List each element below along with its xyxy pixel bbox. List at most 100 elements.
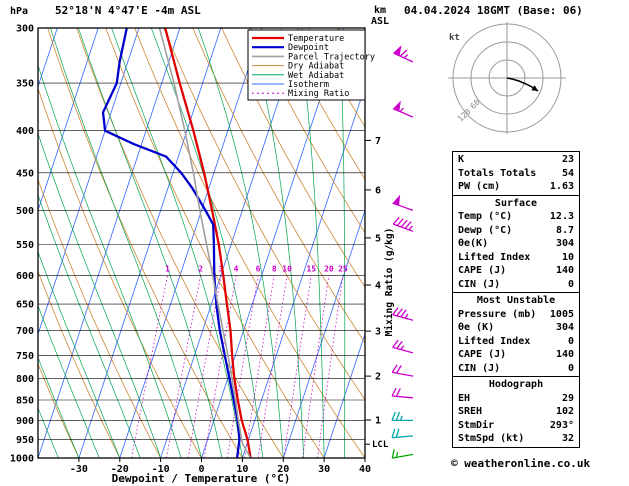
mixing-ratio-label: 6: [256, 265, 261, 274]
legend-label: Isotherm: [288, 80, 329, 90]
panel-row-value: 10: [561, 251, 574, 263]
panel-row: θe(K) 304: [453, 237, 579, 251]
panel-row-value: 304: [555, 322, 574, 333]
pressure-tick-label: 500: [16, 206, 34, 217]
panel-box: Hodograph EH 29 SREH 102 StmDir 293° StmSpd (kt…: [452, 376, 580, 448]
panel-row-label: Totals Totals: [458, 167, 537, 179]
panel-box: Surface Temp (°C) 12.3 Dewp (°C) 8.7 θe(K) 304…: [452, 194, 580, 293]
panel-row-value: 0: [567, 362, 574, 374]
mixing-ratio-label: 25: [338, 265, 348, 274]
panel-row-value: 140: [555, 349, 574, 360]
panel-row: Pressure (mb) 1005: [453, 308, 579, 322]
panel-row: EH 29: [453, 392, 579, 406]
mixing-ratio-label: 15: [306, 265, 316, 274]
panel-row: Lifted Index 0: [453, 335, 579, 349]
panel-row-value: 32: [561, 433, 574, 444]
mixing-ratio-label: 1: [165, 265, 170, 274]
panel-box: K 23 Totals Totals 54 PW (cm) 1.63: [452, 151, 580, 196]
km-tick-label: 6: [375, 185, 381, 196]
temp-tick-label: -20: [111, 464, 129, 475]
copyright: © weatheronline.co.uk: [451, 457, 591, 470]
panel-row: SREH 102: [453, 405, 579, 419]
wind-barb: [392, 216, 414, 232]
wind-barb: [392, 45, 414, 63]
wind-barb: [391, 387, 414, 399]
panel-row: θe (K) 304: [453, 321, 579, 335]
hodograph-trace: [506, 77, 539, 92]
panel-row-label: StmDir: [458, 419, 495, 431]
km-tick-label: 5: [375, 233, 381, 244]
panel-row: Lifted Index 10: [453, 251, 579, 265]
mixing-ratio-label: 8: [272, 265, 277, 274]
pressure-tick-label: 450: [16, 168, 34, 179]
panel-row-value: 1.63: [549, 181, 574, 192]
isobar-gridlines: [38, 27, 365, 459]
mixing-ratio-label: 3: [219, 265, 224, 274]
legend-label: Wet Adiabat: [288, 71, 344, 81]
panel-row-value: 54: [561, 167, 574, 179]
indices-panel: K 23 Totals Totals 54 PW (cm) 1.63 Surface Temp…: [452, 151, 580, 448]
pressure-tick-label: 550: [16, 240, 34, 251]
legend-label: Dry Adiabat: [288, 62, 344, 72]
panel-box-header: Most Unstable: [476, 295, 556, 306]
pressure-tick-labels: 300 350 400 450 500 550 600 650 700 750 800 850 900 9…: [10, 24, 34, 465]
lcl-label: LCL: [372, 440, 389, 450]
wind-barb: [391, 364, 414, 377]
pressure-tick-label: 700: [16, 326, 34, 337]
mixing-ratio-label: 2: [198, 265, 203, 274]
panel-row-value: 304: [555, 238, 574, 249]
panel-row-label: SREH: [458, 406, 483, 417]
hodograph-ring-label: 120: [456, 107, 473, 124]
temp-tick-label: 10: [236, 464, 248, 475]
panel-row-label: K: [458, 154, 465, 165]
pressure-tick-label: 800: [16, 374, 34, 385]
panel-row: CIN (J) 0: [453, 362, 579, 376]
panel-row: Dewp (°C) 8.7: [453, 224, 579, 238]
hodograph-ring: [488, 59, 526, 97]
dewpoint-curve: [101, 28, 241, 458]
temp-tick-label: -10: [152, 464, 170, 475]
pressure-tick-label: 350: [16, 79, 34, 90]
km-axis-unit: km: [374, 5, 386, 16]
panel-row: CAPE (J) 140: [453, 348, 579, 362]
km-tick-label: 4: [375, 281, 381, 292]
legend-box: [247, 29, 366, 101]
panel-row: Totals Totals 54: [453, 167, 579, 181]
temp-axis: -30 -20 -10 0 10 20 30 40: [70, 458, 371, 475]
panel-row-label: Lifted Index: [458, 251, 531, 263]
panel-row-label: Temp (°C): [458, 211, 513, 222]
legend-label: Temperature: [288, 34, 344, 44]
hodograph-unit-label: kt: [449, 33, 460, 43]
km-tick-label: 2: [375, 372, 381, 383]
mixing-ratio-label: 10: [282, 265, 292, 274]
panel-row: StmDir 293°: [453, 419, 579, 433]
pressure-tick-label: 600: [16, 271, 34, 282]
pressure-axis-unit: hPa: [10, 6, 28, 17]
panel-row: CAPE (J) 140: [453, 264, 579, 278]
pressure-tick-label: 900: [16, 416, 34, 427]
hodograph-ring: [452, 23, 562, 133]
pressure-tick-label: 400: [16, 126, 34, 137]
temp-tick-label: 40: [359, 464, 371, 475]
panel-row-label: Lifted Index: [458, 335, 531, 347]
mixing-ratio-label: 4: [234, 265, 239, 274]
panel-row-value: 8.7: [555, 224, 574, 236]
panel-row: Temp (°C) 12.3: [453, 210, 579, 224]
wind-barb: [392, 100, 414, 118]
pressure-tick-label: 1000: [10, 454, 34, 465]
km-tick-label: 7: [375, 136, 381, 147]
legend-label: Dewpoint: [288, 43, 329, 53]
wind-barb: [391, 411, 413, 422]
hodograph-ring: [470, 41, 544, 115]
panel-row-value: 1005: [549, 308, 574, 320]
panel-row-label: EH: [458, 392, 471, 404]
temp-tick-label: 30: [318, 464, 330, 475]
panel-row-label: CAPE (J): [458, 349, 507, 360]
panel-row-label: Pressure (mb): [458, 308, 537, 320]
temp-tick-label: -30: [70, 464, 88, 475]
panel-row-value: 29: [561, 392, 574, 404]
